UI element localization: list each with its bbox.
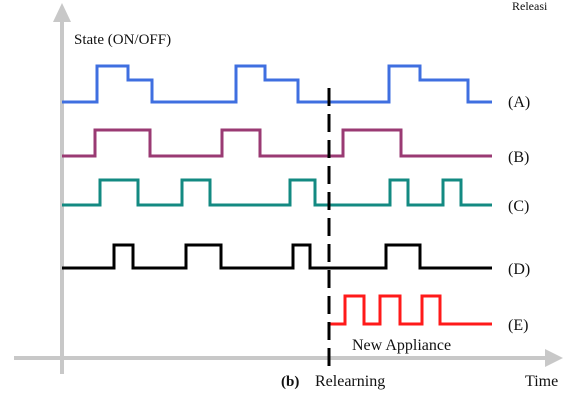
signal-label-d: (D): [508, 261, 530, 278]
new-appliance-label: New Appliance: [352, 337, 451, 354]
signal-b-trace: [62, 128, 492, 158]
x-axis-label: Time: [525, 373, 558, 390]
relearning-label: Relearning: [315, 373, 385, 390]
y-axis-arrowhead: [53, 3, 71, 22]
signal-labels: (A) (B) (C) (D) (E): [508, 94, 530, 334]
signal-label-a: (A): [508, 94, 530, 111]
panel-label: (b): [281, 374, 299, 390]
signal-traces: [62, 64, 492, 326]
signal-a-trace: [62, 64, 492, 104]
x-axis-arrowhead: [545, 349, 563, 367]
signal-label-e: (E): [508, 317, 528, 334]
signal-c-trace: [62, 178, 492, 207]
signal-d-trace: [62, 243, 492, 270]
signal-e-trace: [330, 294, 492, 326]
axes: [14, 3, 563, 374]
top-right-text: Releasi: [512, 0, 548, 13]
y-axis-label: State (ON/OFF): [74, 32, 171, 48]
signal-label-b: (B): [508, 149, 529, 166]
signal-label-c: (C): [508, 198, 529, 215]
